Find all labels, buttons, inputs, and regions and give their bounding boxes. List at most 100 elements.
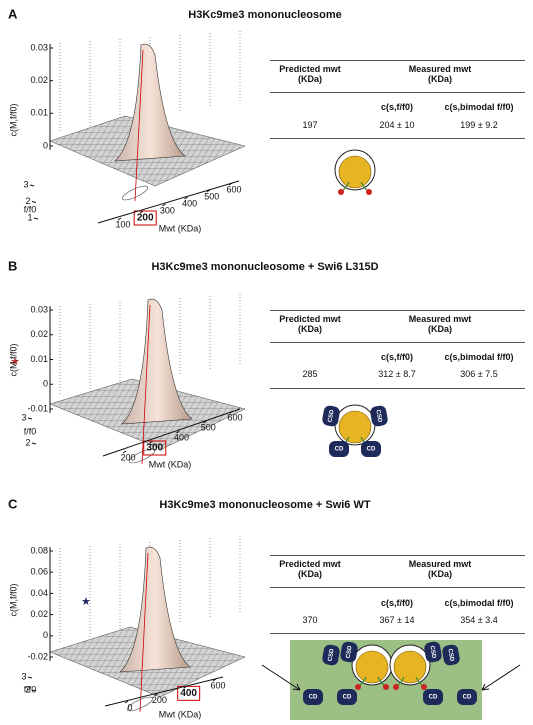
x-axis-label: Mwt (KDa) bbox=[149, 459, 192, 469]
csd-label: CSD bbox=[328, 648, 336, 662]
table-cell: 199 ± 9.2 bbox=[460, 120, 498, 130]
x-tick-label: 600 bbox=[226, 184, 241, 194]
x-tick-label: 100 bbox=[115, 219, 130, 229]
table-header: Measured mwt (KDa) bbox=[408, 559, 472, 579]
csd bbox=[340, 641, 358, 663]
csd bbox=[370, 405, 388, 427]
table-cell: 354 ± 3.4 bbox=[460, 615, 498, 625]
csd-label: CSD bbox=[374, 409, 382, 423]
csd bbox=[322, 405, 340, 427]
cd-label: CD bbox=[367, 447, 376, 453]
cd bbox=[361, 441, 381, 457]
x-tick-label: 200 bbox=[137, 213, 154, 224]
peak-marker bbox=[139, 552, 149, 713]
x-tick bbox=[176, 430, 180, 434]
y-tick bbox=[31, 201, 37, 203]
tick-highlight bbox=[177, 685, 201, 701]
cd bbox=[337, 689, 357, 705]
z-tick-label: 0.01 bbox=[30, 108, 48, 118]
arrow bbox=[481, 664, 521, 691]
x-tick-label: 200 bbox=[120, 452, 135, 462]
y-tick bbox=[31, 689, 37, 692]
table-rule bbox=[270, 92, 525, 93]
table-cell: 306 ± 7.5 bbox=[460, 369, 498, 379]
z-tick-label: 0 bbox=[43, 140, 48, 150]
table-cell: 285 bbox=[302, 369, 318, 379]
x-tick-label: 300 bbox=[160, 205, 175, 215]
cd bbox=[457, 689, 477, 705]
mark bbox=[383, 684, 389, 690]
mark bbox=[338, 189, 344, 195]
z-tick-label: 0.03 bbox=[30, 42, 48, 52]
table-cell: 197 bbox=[302, 120, 318, 130]
contour bbox=[128, 448, 156, 464]
cd-label: CD bbox=[309, 695, 318, 701]
star: ★ bbox=[81, 596, 91, 608]
x-tick-label: 600 bbox=[227, 412, 242, 422]
surface-peak bbox=[119, 546, 191, 673]
table-rule bbox=[270, 342, 525, 343]
mark bbox=[421, 684, 427, 690]
y-tick bbox=[29, 184, 35, 187]
surface-peak bbox=[114, 43, 186, 162]
y-tick bbox=[33, 217, 39, 220]
x-tick bbox=[117, 217, 122, 221]
contour bbox=[121, 185, 149, 201]
z-tick-label: 0.02 bbox=[30, 75, 48, 85]
x-axis-label: Mwt (KDa) bbox=[159, 709, 202, 719]
tick-highlight bbox=[133, 210, 157, 226]
panel-label: B bbox=[8, 258, 17, 273]
table-rule bbox=[270, 587, 525, 588]
x-tick-label: 400 bbox=[182, 198, 197, 208]
x-axis bbox=[104, 676, 224, 707]
table-cell: 312 ± 8.7 bbox=[378, 369, 416, 379]
cd-label: CD bbox=[429, 695, 438, 701]
panel-label: C bbox=[8, 496, 18, 511]
star: ★ bbox=[10, 356, 20, 368]
x-tick-label: 500 bbox=[201, 422, 216, 432]
z-axis-label: c(M,f/f0) bbox=[8, 583, 18, 616]
panel-title: H3Kc9me3 mononucleosome bbox=[188, 9, 341, 21]
csd bbox=[322, 644, 340, 666]
x-tick-label: 300 bbox=[146, 443, 163, 454]
table-rule bbox=[270, 310, 525, 311]
cd-label: CD bbox=[343, 695, 352, 701]
table-rule bbox=[270, 60, 525, 61]
table-cell: 204 ± 10 bbox=[379, 120, 415, 130]
mark bbox=[393, 684, 399, 690]
csd-label: CSD bbox=[428, 645, 436, 659]
z-tick-label: 0.02 bbox=[30, 329, 48, 339]
x-tick bbox=[162, 203, 166, 207]
x-axis bbox=[97, 180, 240, 224]
peak-marker bbox=[134, 49, 144, 202]
z-tick-label: 0 bbox=[43, 379, 48, 389]
panel-title: H3Kc9me3 mononucleosome + Swi6 L315D bbox=[151, 261, 378, 273]
x-tick-label: 0 bbox=[127, 702, 132, 712]
y-tick-label: 2 bbox=[25, 196, 30, 206]
table-subheader: c(s,bimodal f/f0) bbox=[444, 352, 514, 362]
x-tick-label: 200 bbox=[152, 695, 167, 705]
x-tick-label: 500 bbox=[204, 191, 219, 201]
table-subheader: c(s,f/f0) bbox=[380, 352, 413, 362]
csd bbox=[442, 644, 460, 666]
x-tick-label: 400 bbox=[174, 432, 189, 442]
cd bbox=[329, 441, 349, 457]
cd bbox=[303, 689, 323, 705]
y-tick-label: 2 bbox=[25, 684, 30, 694]
surface-peak bbox=[121, 298, 193, 425]
mark bbox=[355, 684, 361, 690]
z-tick-label: 0.01 bbox=[30, 354, 48, 364]
table-cell: 367 ± 14 bbox=[379, 615, 415, 625]
cd-label: CD bbox=[463, 695, 472, 701]
table-subheader: c(s,f/f0) bbox=[380, 102, 413, 112]
table-rule bbox=[270, 555, 525, 556]
x-tick bbox=[124, 700, 129, 704]
x-tick-label: 400 bbox=[180, 688, 197, 699]
tick-highlight bbox=[143, 440, 167, 456]
arrow bbox=[261, 664, 301, 691]
csd-label: CSD bbox=[446, 648, 454, 662]
z-tick-label: 0.02 bbox=[30, 609, 48, 619]
contour bbox=[126, 696, 154, 712]
table-cell: 370 bbox=[302, 615, 318, 625]
